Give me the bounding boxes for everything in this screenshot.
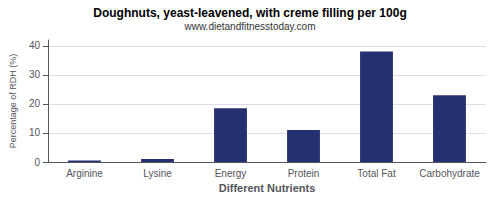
svg-text:30: 30 xyxy=(29,69,41,80)
svg-text:10: 10 xyxy=(29,127,41,138)
svg-text:40: 40 xyxy=(29,40,41,51)
svg-text:Different Nutrients: Different Nutrients xyxy=(219,182,316,194)
svg-text:Energy: Energy xyxy=(215,168,247,179)
svg-text:0: 0 xyxy=(34,157,40,168)
svg-text:Percentage of RDH (%): Percentage of RDH (%) xyxy=(8,54,18,149)
svg-text:www.dietandfitnesstoday.com: www.dietandfitnesstoday.com xyxy=(184,21,316,32)
svg-text:Arginine: Arginine xyxy=(66,168,103,179)
svg-text:Lysine: Lysine xyxy=(143,168,172,179)
svg-text:Protein: Protein xyxy=(288,168,320,179)
svg-text:Carbohydrate: Carbohydrate xyxy=(419,168,480,179)
svg-text:20: 20 xyxy=(29,98,41,109)
svg-text:Total Fat: Total Fat xyxy=(357,168,396,179)
svg-text:Doughnuts, yeast-leavened, wit: Doughnuts, yeast-leavened, with creme fi… xyxy=(93,6,406,20)
